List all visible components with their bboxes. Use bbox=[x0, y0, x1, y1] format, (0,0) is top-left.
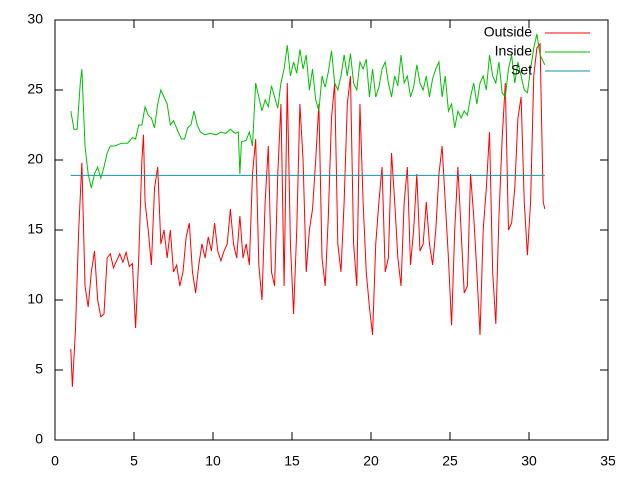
y-tick-label: 20 bbox=[27, 151, 43, 167]
x-tick-label: 30 bbox=[521, 453, 537, 469]
y-tick-label: 0 bbox=[35, 431, 43, 447]
y-tick-label: 30 bbox=[27, 11, 43, 27]
y-tick-label: 5 bbox=[35, 361, 43, 377]
x-tick-label: 25 bbox=[442, 453, 458, 469]
x-tick-label: 10 bbox=[205, 453, 221, 469]
y-tick-label: 15 bbox=[27, 221, 43, 237]
y-tick-label: 10 bbox=[27, 291, 43, 307]
x-tick-label: 35 bbox=[600, 453, 616, 469]
x-tick-label: 15 bbox=[284, 453, 300, 469]
x-tick-label: 0 bbox=[51, 453, 59, 469]
x-tick-label: 20 bbox=[363, 453, 379, 469]
x-tick-label: 5 bbox=[130, 453, 138, 469]
legend-label: Inside bbox=[495, 43, 533, 59]
legend-label: Outside bbox=[484, 24, 532, 40]
series-line bbox=[70, 42, 546, 387]
series-line bbox=[70, 33, 546, 189]
legend-label: Set bbox=[511, 62, 532, 78]
plot-frame bbox=[54, 19, 609, 441]
y-tick-label: 25 bbox=[27, 81, 43, 97]
